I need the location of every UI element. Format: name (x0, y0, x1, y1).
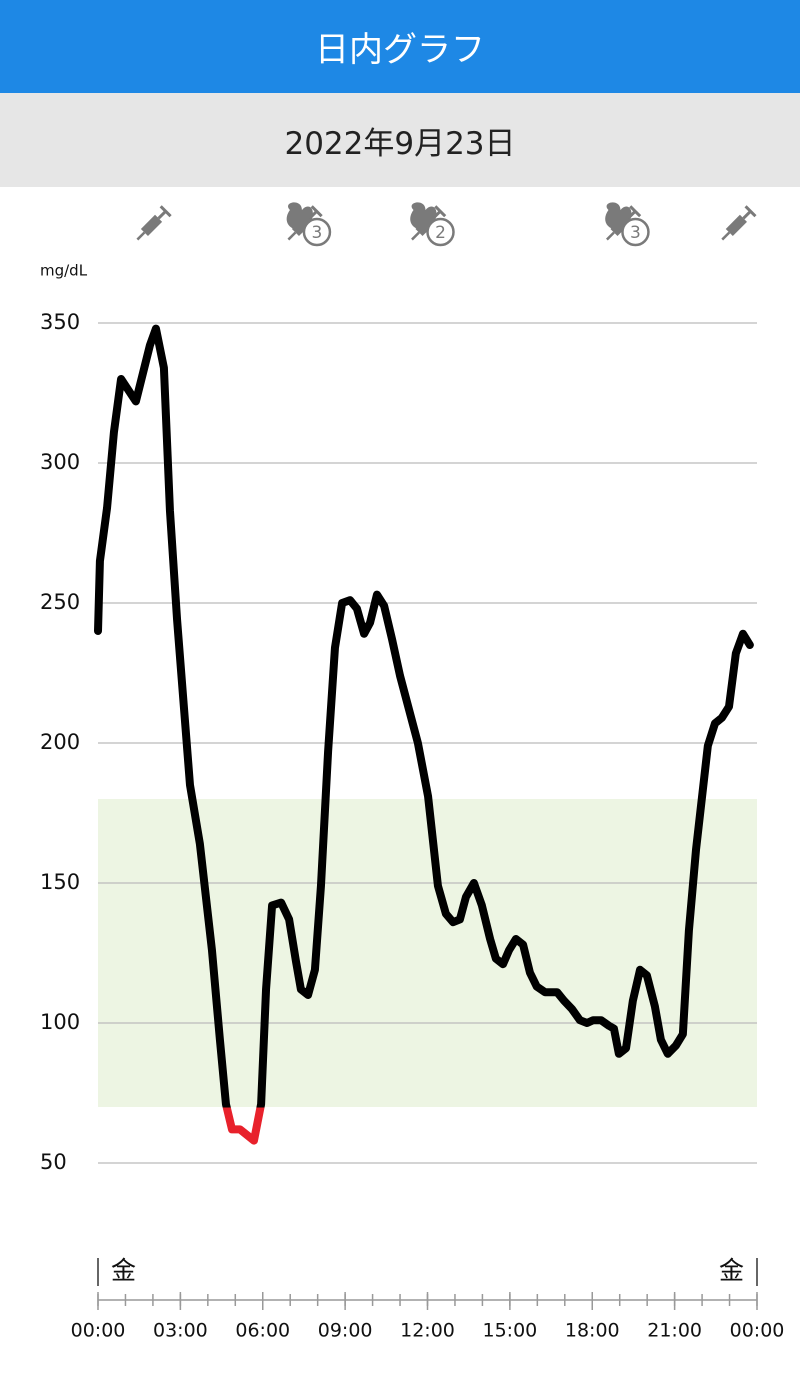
syringe (136, 205, 172, 241)
event-icon (721, 205, 757, 241)
syringe-body (140, 214, 163, 237)
count-badge (621, 217, 650, 247)
day-label: 金 (111, 1256, 136, 1285)
syringe-needle (606, 231, 615, 241)
x-tick-label: 12:00 (400, 1320, 455, 1342)
syringe-handle (159, 205, 172, 218)
event-count: 3 (312, 223, 323, 243)
syringe-body (291, 214, 314, 237)
syringe-needle (136, 231, 146, 241)
syringe (721, 205, 757, 241)
syringe-needle (721, 231, 731, 241)
syringe-needle (411, 231, 420, 241)
x-tick-label: 21:00 (647, 1320, 702, 1342)
y-tick-label: 350 (40, 310, 80, 334)
count-badge (426, 217, 455, 247)
syringe (411, 205, 447, 241)
event-icon (136, 205, 172, 241)
y-tick-label: 200 (40, 730, 80, 754)
y-tick-label: 250 (40, 590, 80, 614)
event-icon: 3 (605, 202, 650, 247)
x-tick-label: 18:00 (565, 1320, 620, 1342)
syringe-plunger (308, 210, 318, 220)
event-icon: 3 (286, 202, 332, 247)
x-tick-label: 06:00 (235, 1320, 290, 1342)
x-tick-label: 00:00 (71, 1320, 126, 1342)
syringe-body (415, 214, 437, 237)
target-range (98, 799, 757, 1107)
syringe-plunger (157, 210, 167, 220)
event-count: 2 (435, 223, 446, 243)
x-tick-label: 09:00 (318, 1320, 373, 1342)
x-tick-label: 00:00 (730, 1320, 785, 1342)
glucose-line (94, 324, 754, 1145)
x-tick-label: 03:00 (153, 1320, 208, 1342)
syringe-body (725, 214, 747, 237)
syringe (606, 205, 642, 241)
syringe-handle (744, 205, 757, 218)
y-axis-label: mg/dL (40, 262, 88, 280)
syringe-plunger (627, 210, 637, 220)
syringe-handle (310, 205, 323, 218)
syringe-body (610, 214, 632, 237)
event-icon: 2 (410, 202, 455, 247)
header-title: 日内グラフ (0, 0, 800, 93)
syringe-handle (434, 205, 447, 218)
syringe (287, 205, 323, 241)
y-tick-label: 300 (40, 450, 80, 474)
syringe-handle (629, 205, 642, 218)
syringe-plunger (432, 210, 442, 220)
event-count: 3 (630, 223, 641, 243)
y-tick-label: 50 (40, 1150, 67, 1174)
count-badge (302, 217, 332, 247)
day-label: 金 (719, 1256, 744, 1285)
date-label: 2022年9月23日 (0, 93, 800, 187)
y-tick-label: 150 (40, 870, 80, 894)
syringe-needle (287, 231, 297, 241)
y-tick-label: 100 (40, 1010, 80, 1034)
syringe-plunger (742, 210, 752, 220)
x-tick-label: 15:00 (482, 1320, 537, 1342)
